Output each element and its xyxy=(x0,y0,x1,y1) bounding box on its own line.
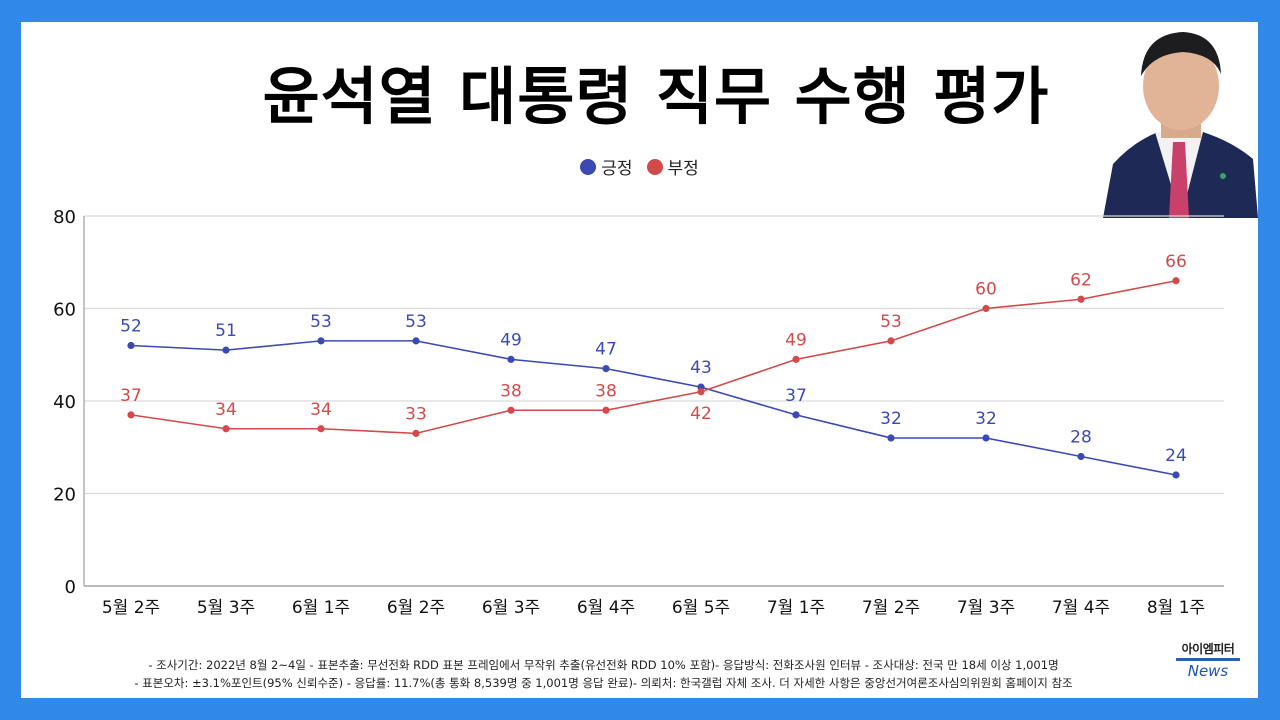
footnote-line-1: - 조사기간: 2022년 8월 2~4일 - 표본추출: 무선전화 RDD 표… xyxy=(148,658,1059,672)
president-portrait xyxy=(1103,24,1258,218)
x-tick-label: 6월 2주 xyxy=(387,598,445,618)
chart-grid xyxy=(83,215,1224,587)
series-line-negative xyxy=(130,279,1177,435)
data-point xyxy=(412,337,420,345)
data-label: 32 xyxy=(880,409,902,429)
y-tick-label: 60 xyxy=(53,300,76,321)
data-label: 47 xyxy=(595,340,617,360)
data-label: 37 xyxy=(785,386,807,406)
data-label: 53 xyxy=(310,312,332,332)
data-label: 33 xyxy=(405,404,427,424)
legend-label-positive: 긍정 xyxy=(601,159,633,179)
data-label: 38 xyxy=(595,381,617,401)
data-point xyxy=(792,411,800,419)
x-tick-label: 6월 3주 xyxy=(482,598,540,618)
data-label: 34 xyxy=(215,400,237,420)
data-label: 34 xyxy=(310,400,332,420)
data-label: 42 xyxy=(690,404,712,424)
line-chart: 0 20 40 60 80 5월 2주 5월 3주 6월 1주 6월 2주 6월 3주 6월 4주… xyxy=(53,207,1224,618)
series-line-positive xyxy=(130,340,1177,476)
survey-footnote: - 조사기간: 2022년 8월 2~4일 - 표본추출: 무선전화 RDD 표… xyxy=(41,656,1166,692)
data-label: 52 xyxy=(120,317,142,337)
data-point xyxy=(317,425,325,433)
data-label: 37 xyxy=(120,386,142,406)
x-tick-label: 5월 3주 xyxy=(197,598,255,618)
data-point xyxy=(697,388,705,396)
data-point xyxy=(1172,277,1180,285)
data-point xyxy=(1077,295,1085,303)
data-point xyxy=(127,341,135,350)
x-tick-label: 7월 2주 xyxy=(862,598,920,618)
y-tick-label: 0 xyxy=(65,577,76,598)
data-label: 53 xyxy=(405,312,427,332)
x-tick-label: 7월 3주 xyxy=(957,598,1015,618)
data-label: 60 xyxy=(975,280,997,300)
data-label: 43 xyxy=(690,358,712,378)
data-point xyxy=(127,411,135,419)
x-tick-label: 7월 1주 xyxy=(767,598,825,618)
y-axis-ticks: 0 20 40 60 80 xyxy=(53,207,76,598)
x-axis-ticks: 5월 2주 5월 3주 6월 1주 6월 2주 6월 3주 6월 4주 6월 5주 7월 1주… xyxy=(102,598,1205,618)
data-label: 32 xyxy=(975,409,997,429)
data-label: 49 xyxy=(785,330,807,350)
data-point xyxy=(1077,452,1085,461)
legend-item-negative: 부정 xyxy=(646,154,699,179)
x-tick-label: 6월 1주 xyxy=(292,598,350,618)
data-point xyxy=(982,434,990,442)
legend-dot-positive-icon xyxy=(580,158,597,175)
data-label: 51 xyxy=(215,321,237,341)
page-title: 윤석열 대통령 직무 수행 평가 xyxy=(262,60,1050,133)
x-tick-label: 5월 2주 xyxy=(102,598,160,618)
x-tick-label: 8월 1주 xyxy=(1147,598,1205,618)
legend-item-positive: 긍정 xyxy=(580,154,633,179)
data-labels: 52 51 53 53 49 47 43 37 32 32 28 24 37 34 34 33 38 38 42 49… xyxy=(120,252,1187,466)
data-label: 28 xyxy=(1070,428,1092,448)
data-label: 53 xyxy=(880,312,902,332)
legend-dot-negative-icon xyxy=(646,158,663,175)
legend-label-negative: 부정 xyxy=(667,159,699,179)
data-label: 38 xyxy=(500,381,522,401)
chart-series xyxy=(127,277,1180,479)
x-tick-label: 6월 4주 xyxy=(577,598,635,618)
news-logo: 아이엠피터 News xyxy=(1176,640,1240,680)
data-point xyxy=(792,355,800,363)
data-point xyxy=(1172,471,1180,479)
data-label: 66 xyxy=(1165,252,1187,272)
data-label: 49 xyxy=(500,330,522,350)
data-point xyxy=(507,406,515,414)
data-point xyxy=(982,304,990,313)
y-tick-label: 80 xyxy=(53,207,76,228)
data-point xyxy=(887,337,895,345)
portrait-image-icon xyxy=(1103,24,1258,218)
x-tick-label: 7월 4주 xyxy=(1052,598,1110,618)
data-point xyxy=(887,434,895,442)
data-point xyxy=(222,425,230,433)
logo-english-text: News xyxy=(1187,662,1229,680)
data-point xyxy=(602,406,610,414)
chart-panel: 윤석열 대통령 직무 수행 평가 긍정 부정 0 20 40 60 80 5월 2주 5월… xyxy=(21,22,1258,698)
y-tick-label: 40 xyxy=(53,392,76,413)
data-point xyxy=(412,429,420,437)
footnote-line-2: - 표본오차: ±3.1%포인트(95% 신뢰수준) - 응답률: 11.7%(… xyxy=(134,676,1073,690)
data-point xyxy=(317,337,325,345)
data-point xyxy=(602,365,610,373)
logo-korean-text: 아이엠피터 xyxy=(1176,640,1240,661)
data-label: 62 xyxy=(1070,270,1092,290)
chart-legend: 긍정 부정 xyxy=(21,154,1258,179)
data-point xyxy=(222,346,230,354)
x-tick-label: 6월 5주 xyxy=(672,598,730,618)
data-label: 24 xyxy=(1165,446,1187,466)
data-point xyxy=(507,355,515,363)
y-tick-label: 20 xyxy=(53,485,76,506)
